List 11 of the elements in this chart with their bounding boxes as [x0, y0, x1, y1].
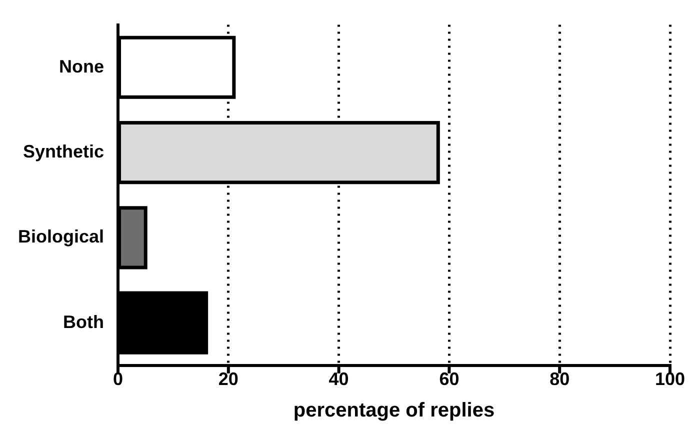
x-tick-label: 80	[550, 369, 570, 390]
x-axis-title: percentage of replies	[293, 400, 495, 422]
x-tick-label: 100	[654, 369, 686, 390]
y-tick-label: Both	[63, 312, 104, 332]
x-tick-label: 0	[113, 369, 124, 390]
y-tick-label: Synthetic	[22, 141, 104, 162]
y-tick-label: Biological	[18, 226, 104, 247]
x-tick-label: 40	[328, 369, 349, 390]
y-tick-label: None	[59, 56, 104, 76]
x-tick-label: 20	[218, 369, 238, 390]
x-tick-label: 60	[439, 369, 460, 390]
